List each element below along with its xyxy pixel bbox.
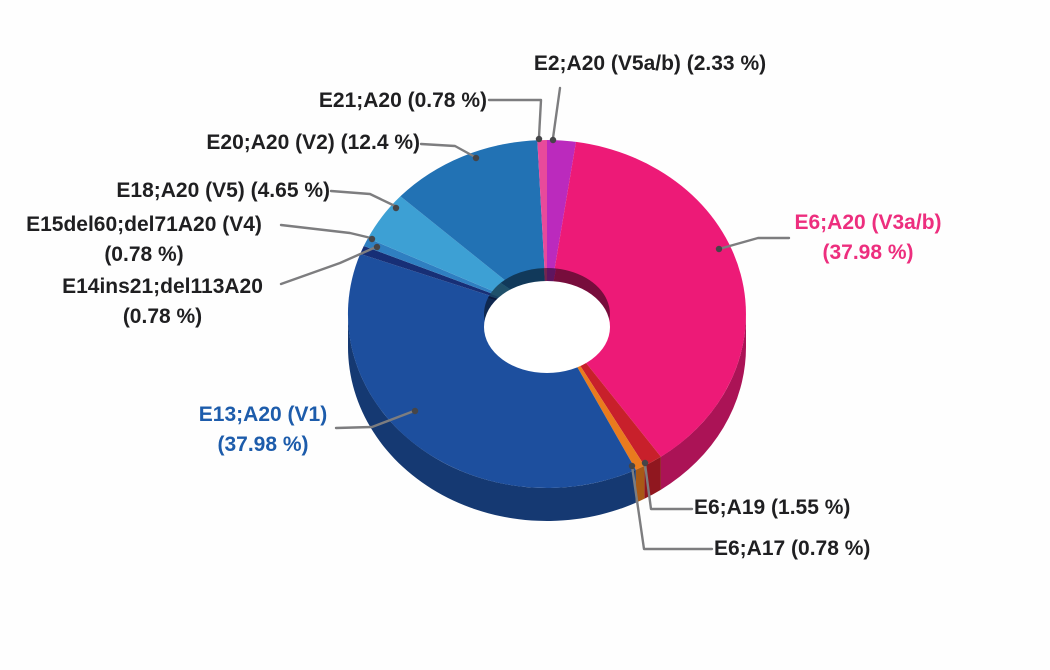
slice-side-3	[635, 465, 645, 503]
leader-dot-e6a20	[715, 245, 723, 253]
label-e6-a17: E6;A17 (0.78 %)	[714, 534, 924, 564]
leader-dot-e15	[368, 235, 376, 243]
label-e20-a20-v2: E20;A20 (V2) (12.4 %)	[178, 128, 420, 158]
leader-line-e20	[419, 142, 477, 159]
label-text: E21;A20 (0.78 %)	[318, 89, 487, 112]
leader-dot-e2	[549, 136, 557, 144]
label-e18-a20-v5: E18;A20 (V5) (4.65 %)	[83, 176, 330, 206]
label-e6-a19: E6;A19 (1.55 %)	[694, 493, 904, 523]
label-text: E2;A20 (V5a/b) (2.33 %)	[533, 52, 767, 75]
leader-line-e13	[334, 409, 416, 430]
leader-dot-e21	[535, 135, 543, 143]
slice-8	[400, 140, 547, 314]
leader-line-e14	[279, 245, 378, 286]
label-percent: (0.78 %)	[104, 243, 184, 266]
leader-line-e2	[551, 86, 562, 140]
label-percent: (37.98 %)	[217, 433, 309, 456]
leader-dot-e18	[392, 204, 400, 212]
label-text: E15del60;del71A20 (V4)	[26, 213, 262, 236]
label-text: E13;A20 (V1)	[198, 403, 328, 426]
leader-line-e6a20	[717, 236, 791, 251]
label-e21-a20: E21;A20 (0.78 %)	[290, 86, 487, 116]
label-text: E6;A17 (0.78 %)	[714, 537, 871, 560]
label-percent: (37.98 %)	[822, 241, 914, 264]
label-e2-a20-v5ab: E2;A20 (V5a/b) (2.33 %)	[520, 49, 780, 79]
leader-dots	[368, 135, 723, 470]
slice-side-1	[660, 314, 746, 490]
leader-lines	[279, 86, 791, 551]
leader-line-e6a19	[643, 462, 694, 511]
leader-dot-e14	[373, 243, 381, 251]
leader-line-e21	[487, 98, 543, 139]
slice-1	[547, 141, 746, 457]
label-e13-a20-v1: E13;A20 (V1) (37.98 %)	[168, 400, 358, 460]
donut-rim	[348, 314, 746, 521]
label-percent: (0.78 %)	[122, 305, 203, 328]
label-e14ins21: E14ins21;del113A20 (0.78 %)	[45, 272, 280, 332]
label-e15del60-v4: E15del60;del71A20 (V4) (0.78 %)	[8, 210, 280, 270]
slice-side-4	[348, 314, 636, 521]
leader-line-e15	[279, 223, 373, 240]
label-text: E14ins21;del113A20	[62, 275, 263, 298]
leader-dot-e13	[411, 407, 419, 415]
donut-hole-floor	[484, 281, 610, 373]
leader-line-e6a17	[630, 464, 714, 551]
label-text: E6;A20 (V3a/b)	[794, 211, 942, 234]
label-text: E18;A20 (V5) (4.65 %)	[116, 179, 330, 202]
label-text: E20;A20 (V2) (12.4 %)	[206, 131, 420, 154]
label-text: E6;A19 (1.55 %)	[694, 496, 851, 519]
leader-dot-e6a19	[641, 459, 649, 467]
label-e6-a20-v3ab: E6;A20 (V3a/b) (37.98 %)	[768, 208, 968, 268]
leader-dot-e20	[472, 154, 480, 162]
leader-dot-e6a17	[628, 462, 636, 470]
leader-line-e18	[329, 189, 397, 208]
slice-4	[347, 253, 636, 489]
